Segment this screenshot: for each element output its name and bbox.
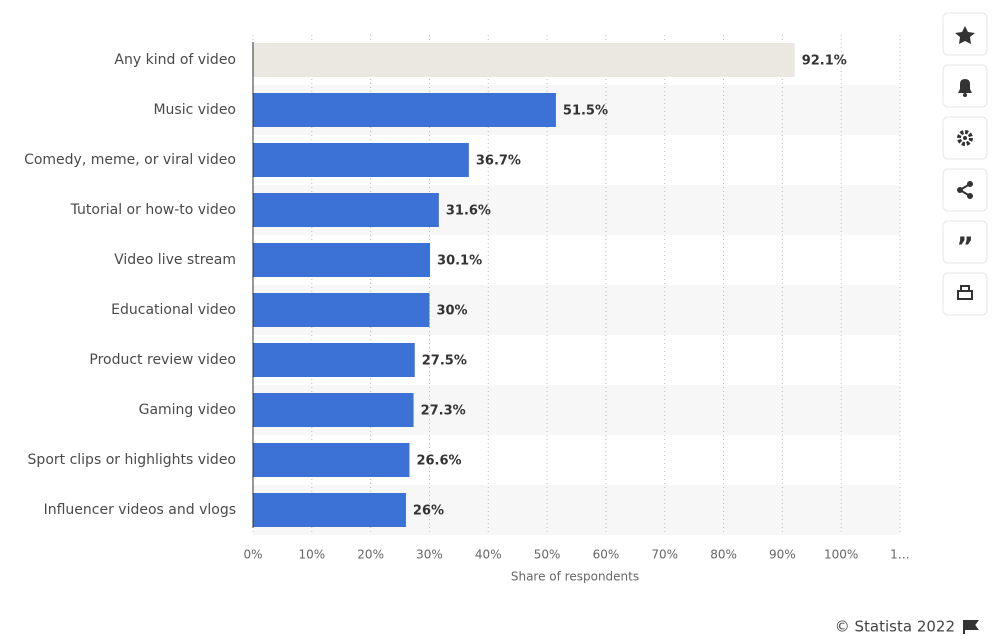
- y-tick-label: Any kind of video: [114, 52, 236, 68]
- y-tick-label: Product review video: [89, 352, 236, 368]
- favorite-button[interactable]: [942, 12, 988, 56]
- value-label: 27.5%: [422, 354, 467, 369]
- value-label: 51.5%: [563, 104, 608, 119]
- bar: [253, 393, 414, 427]
- x-tick-label: 1…: [890, 548, 910, 562]
- print-button[interactable]: [942, 272, 988, 316]
- share-button[interactable]: [942, 168, 988, 212]
- x-tick-label: 40%: [475, 548, 502, 562]
- bar: [253, 293, 430, 327]
- bar: [253, 493, 406, 527]
- value-label: 30%: [436, 304, 467, 319]
- bar: [253, 93, 556, 127]
- x-tick-label: 10%: [298, 548, 325, 562]
- value-label: 26.6%: [416, 454, 461, 469]
- bar: [253, 193, 439, 227]
- cite-button[interactable]: ”: [942, 220, 988, 264]
- bar: [253, 143, 469, 177]
- value-label: 27.3%: [421, 404, 466, 419]
- notification-button[interactable]: [942, 64, 988, 108]
- value-label: 26%: [413, 504, 444, 519]
- y-tick-label: Comedy, meme, or viral video: [24, 152, 236, 168]
- x-tick-label: 70%: [651, 548, 678, 562]
- x-tick-label: 20%: [357, 548, 384, 562]
- x-tick-label: 0%: [243, 548, 262, 562]
- value-label: 31.6%: [446, 204, 491, 219]
- svg-text:”: ”: [956, 233, 973, 263]
- y-tick-label: Video live stream: [114, 252, 236, 268]
- x-tick-label: 90%: [769, 548, 796, 562]
- y-tick-label: Music video: [153, 102, 236, 118]
- settings-button[interactable]: [942, 116, 988, 160]
- y-tick-label: Tutorial or how-to video: [70, 202, 236, 218]
- x-tick-label: 50%: [534, 548, 561, 562]
- y-tick-label: Educational video: [111, 302, 236, 318]
- value-label: 92.1%: [802, 54, 847, 69]
- bar: [253, 343, 415, 377]
- y-tick-label: Sport clips or highlights video: [28, 452, 236, 468]
- footer: © Statista 2022: [835, 618, 955, 636]
- bar: [253, 443, 410, 477]
- x-tick-label: 100%: [824, 548, 858, 562]
- bar: [253, 43, 795, 77]
- plot-area: 0% 10% 20% 30% 40% 50% 60% 70% 80% 90% 100% 1… Any k…: [24, 35, 910, 562]
- value-label: 30.1%: [437, 254, 482, 269]
- bar: [253, 243, 431, 277]
- flag-icon: [963, 620, 979, 634]
- x-tick-label: 80%: [710, 548, 737, 562]
- y-tick-label: Gaming video: [139, 402, 236, 418]
- toolbar: ”: [942, 12, 988, 316]
- x-tick-label: 30%: [416, 548, 443, 562]
- x-tick-label: 60%: [593, 548, 620, 562]
- value-label: 36.7%: [476, 154, 521, 169]
- x-axis-label: Share of respondents: [511, 570, 639, 584]
- y-tick-label: Influencer videos and vlogs: [44, 502, 236, 518]
